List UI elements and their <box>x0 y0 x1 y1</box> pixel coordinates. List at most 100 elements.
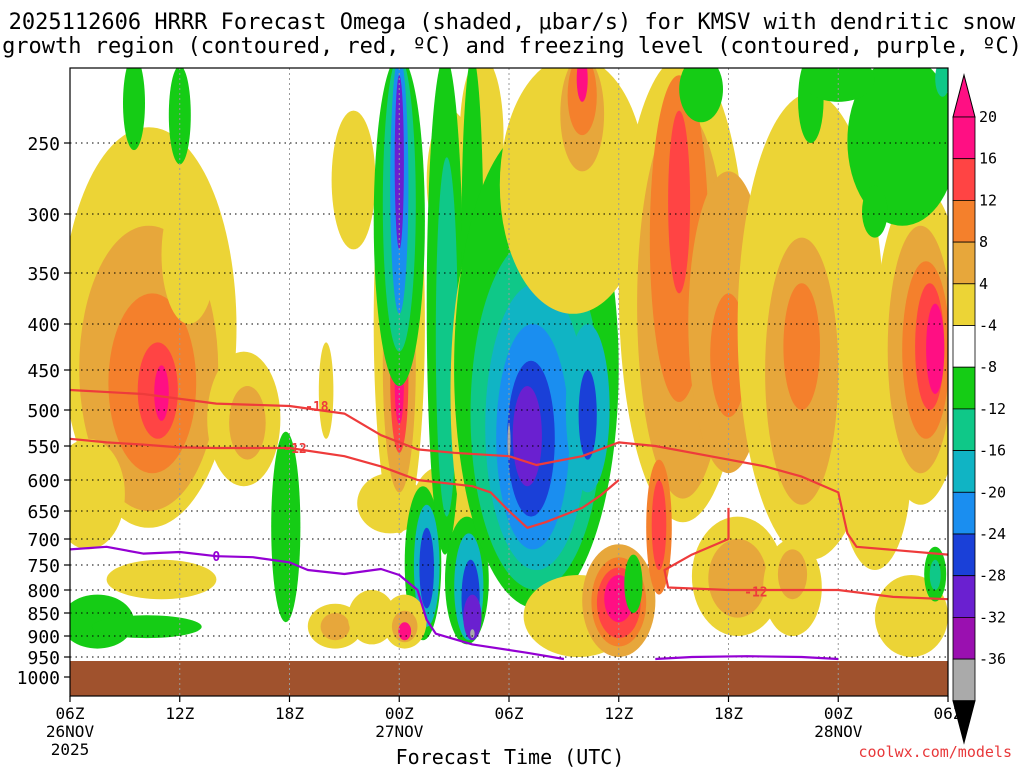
colorbar-bottom-arrow <box>952 700 976 745</box>
colorbar-label: -12 <box>979 400 1006 418</box>
colorbar-swatch <box>952 575 976 618</box>
omega-region-p4 <box>106 559 217 600</box>
x-tick-label: 12Z <box>604 704 633 723</box>
omega-region-p4 <box>318 342 334 439</box>
colorbar-label: -16 <box>979 442 1006 460</box>
omega-region-m4 <box>624 554 643 613</box>
colorbar-swatch <box>952 158 976 201</box>
chart-title-line1: 2025112606 HRRR Forecast Omega (shaded, … <box>9 10 1016 35</box>
omega-region-m4 <box>91 615 202 639</box>
grid-lines <box>70 68 948 696</box>
colorbar-label: -4 <box>979 317 997 335</box>
colorbar-label: 20 <box>979 108 997 126</box>
contour-line-freezing <box>70 545 565 661</box>
y-tick-label: 450 <box>27 361 60 382</box>
colorbar-label: -24 <box>979 525 1006 543</box>
y-tick-label: 350 <box>27 264 60 285</box>
omega-region-m24 <box>394 75 404 250</box>
contour-line--12b <box>663 507 948 601</box>
omega-region-m8 <box>935 68 948 97</box>
omega-region-p8 <box>320 613 350 641</box>
omega-region-p16 <box>651 480 667 570</box>
colorbar-label: -20 <box>979 483 1006 501</box>
omega-region-p4 <box>348 590 396 645</box>
colorbar-swatch <box>952 533 976 577</box>
y-tick-label: 800 <box>27 581 60 602</box>
y-tick-label: 700 <box>27 530 60 551</box>
x-tick-date-label: 28NOV <box>814 722 863 741</box>
y-tick-label: 600 <box>27 471 60 492</box>
contour-label--12: -12 <box>283 442 306 457</box>
omega-region-m24 <box>463 594 482 641</box>
colorbar-swatch <box>952 283 976 326</box>
omega-region-p20 <box>398 622 412 641</box>
omega-region-p20 <box>576 68 588 102</box>
omega-region-m20 <box>419 527 435 609</box>
x-tick-date-label: 26NOV <box>46 722 95 741</box>
colorbar-swatch <box>952 116 976 160</box>
omega-region-m4 <box>123 68 145 151</box>
omega-region-p20 <box>926 303 945 394</box>
omega-region-p16 <box>668 110 691 294</box>
contour-label--18: -18 <box>305 400 329 415</box>
omega-region-m8 <box>929 559 941 591</box>
colorbar-top-arrow <box>952 73 976 118</box>
colorbar-label: 8 <box>979 233 988 251</box>
colorbar-swatch <box>952 199 976 243</box>
x-tick-label: 00Z <box>385 704 414 723</box>
omega-region-m24 <box>512 386 542 487</box>
omega-region-m32 <box>507 424 511 460</box>
colorbar-label: 12 <box>979 191 997 209</box>
x-tick-date-label: 27NOV <box>375 722 424 741</box>
colorbar-swatch <box>952 617 976 660</box>
omega-region-p8 <box>708 539 767 618</box>
colorbar-label: -32 <box>979 608 1006 626</box>
x-tick-year-label: 2025 <box>51 740 90 759</box>
y-tick-label: 750 <box>27 556 60 577</box>
colorbar-label: -28 <box>979 567 1006 585</box>
omega-region-p4 <box>70 438 125 550</box>
omega-region-p4 <box>499 68 647 314</box>
colorbar-swatch <box>952 491 976 535</box>
omega-region-p4 <box>161 185 217 324</box>
colorbar-label: -36 <box>979 650 1006 668</box>
plot-area: -18 -12 -12 0 <box>69 67 949 697</box>
omega-region-p4 <box>331 110 376 250</box>
colorbar-swatch <box>952 450 976 493</box>
x-tick-label: 12Z <box>165 704 194 723</box>
omega-region-m20 <box>578 370 597 460</box>
y-tick-label: 1000 <box>17 668 60 689</box>
y-tick-label: 400 <box>27 315 60 336</box>
colorbar-swatch <box>952 325 976 368</box>
y-tick-label: 950 <box>27 648 60 669</box>
omega-region-p12 <box>783 283 820 410</box>
credit-text: coolwx.com/models <box>858 743 1012 761</box>
colorbar-label: -8 <box>979 358 997 376</box>
pressure-axis: 2503003504004505005506006507007508008509… <box>17 134 70 689</box>
contour-line--12 <box>70 437 620 529</box>
omega-region-m4 <box>168 68 191 165</box>
contour-label-freezing: 0 <box>212 550 220 565</box>
y-tick-label: 250 <box>27 134 60 155</box>
colorbar: 20 16 12 8 4 -4 -8 -12 -16 -20 -24 -28 -32 -36 <box>952 73 1006 745</box>
temperature-contours: -18 -12 -12 0 <box>70 388 948 661</box>
chart-title-line2: growth region (contoured, red, ºC) and f… <box>2 34 1022 59</box>
x-tick-label: 18Z <box>275 704 304 723</box>
colorbar-swatch <box>952 408 976 451</box>
omega-region-m4 <box>271 431 301 623</box>
y-tick-label: 300 <box>27 205 60 226</box>
y-tick-label: 650 <box>27 502 60 523</box>
y-tick-label: 850 <box>27 604 60 625</box>
omega-region-p8 <box>777 549 808 600</box>
contour-label--12b: -12 <box>744 585 767 600</box>
colorbar-label: 16 <box>979 150 997 168</box>
omega-region-m4 <box>862 185 888 238</box>
colorbar-label: 4 <box>979 275 988 293</box>
y-tick-label: 550 <box>27 437 60 458</box>
x-tick-label: 00Z <box>824 704 853 723</box>
contour-line-freezing2 <box>655 655 839 661</box>
x-tick-label: 18Z <box>714 704 743 723</box>
colorbar-swatch <box>952 366 976 410</box>
